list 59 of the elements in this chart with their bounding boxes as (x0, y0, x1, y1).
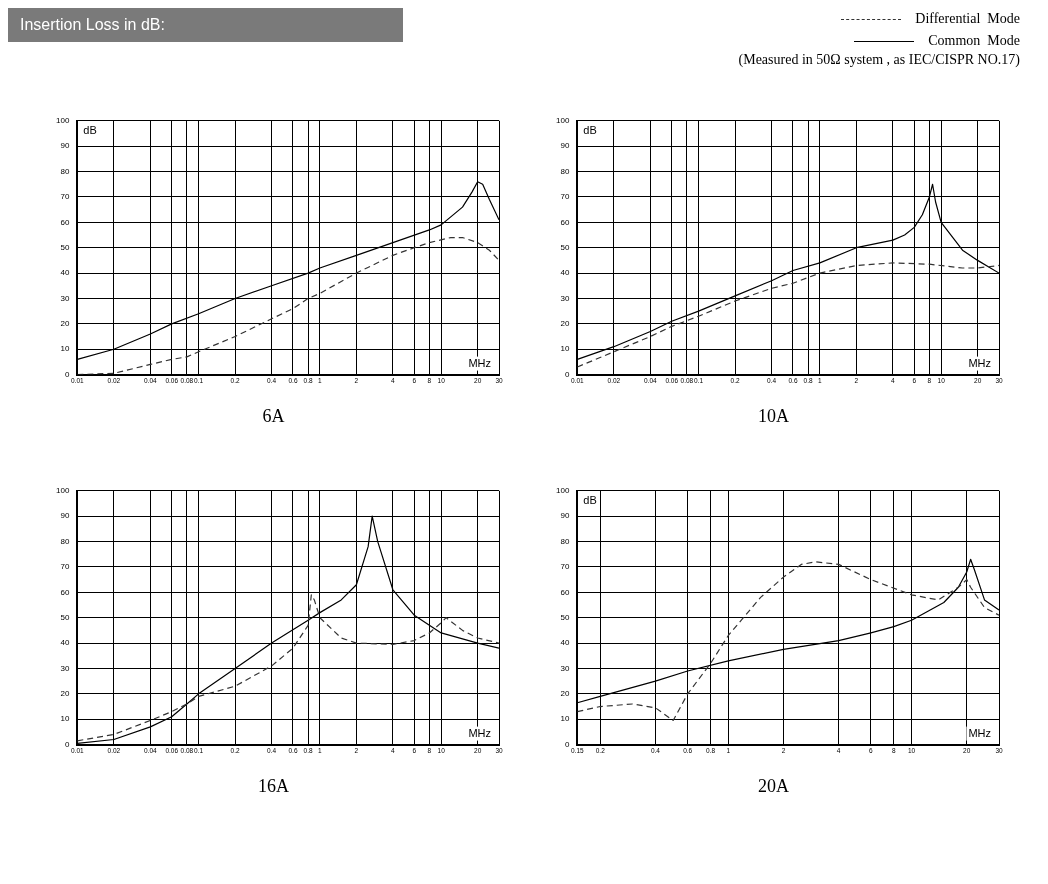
text: (Measured in 50Ω system , as IEC/CISPR NO.17) (738, 52, 1020, 68)
y-tick-label: 20 (560, 319, 570, 329)
y-tick-label: 0 (64, 369, 70, 379)
y-axis-title: dB (83, 124, 97, 137)
y-tick-label: 40 (60, 268, 70, 278)
y-tick-label: 90 (560, 141, 570, 151)
y-tick-label: 50 (60, 612, 70, 622)
y-tick-label: 0 (564, 369, 570, 379)
y-tick-label: 100 (555, 116, 570, 125)
y-tick-label: 60 (60, 587, 70, 597)
y-tick-label: 90 (60, 141, 70, 151)
y-axis-title: dB (583, 124, 597, 137)
text: 6A (262, 405, 285, 426)
y-tick-label: 80 (60, 536, 70, 546)
y-tick-label: 80 (560, 166, 570, 176)
text: 16A (258, 775, 289, 796)
y-tick-label: 0 (64, 739, 70, 749)
y-tick-label: 30 (60, 663, 70, 673)
y-tick-label: 70 (560, 192, 570, 202)
y-tick-label: 10 (560, 714, 570, 724)
x-axis-title: MHz (968, 357, 991, 370)
y-axis-title: dB (583, 494, 597, 507)
y-tick-label: 60 (60, 217, 70, 227)
legend-label: Differential Mode (915, 11, 1020, 27)
y-tick-label: 40 (560, 268, 570, 278)
x-axis-title: MHz (968, 727, 991, 740)
y-tick-label: 50 (560, 612, 570, 622)
y-tick-label: 100 (55, 116, 70, 125)
y-tick-label: 70 (60, 562, 70, 572)
y-tick-label: 40 (560, 638, 570, 648)
y-tick-label: 60 (560, 217, 570, 227)
y-tick-label: 40 (60, 638, 70, 648)
y-tick-label: 30 (60, 293, 70, 303)
y-tick-label: 70 (560, 562, 570, 572)
y-tick-label: 50 (560, 242, 570, 252)
y-tick-label: 30 (560, 663, 570, 673)
y-tick-label: 90 (560, 511, 570, 521)
y-tick-label: 0 (564, 739, 570, 749)
text: Insertion Loss in dB: (8, 8, 403, 42)
y-tick-label: 80 (60, 166, 70, 176)
y-tick-label: 10 (560, 344, 570, 354)
y-tick-label: 20 (60, 689, 70, 699)
y-tick-label: 60 (560, 587, 570, 597)
y-tick-label: 70 (60, 192, 70, 202)
y-tick-label: 90 (60, 511, 70, 521)
text: 20A (758, 775, 789, 796)
y-tick-label: 80 (560, 536, 570, 546)
y-tick-label: 20 (560, 689, 570, 699)
x-axis-title: MHz (468, 357, 491, 370)
x-axis-title: MHz (468, 727, 491, 740)
y-tick-label: 30 (560, 293, 570, 303)
y-tick-label: 50 (60, 242, 70, 252)
y-tick-label: 10 (60, 344, 70, 354)
y-tick-label: 20 (60, 319, 70, 329)
y-tick-label: 100 (555, 486, 570, 495)
y-tick-label: 100 (55, 486, 70, 495)
y-tick-label: 10 (60, 714, 70, 724)
legend-label: Common Mode (928, 33, 1020, 49)
text: 10A (758, 405, 789, 426)
